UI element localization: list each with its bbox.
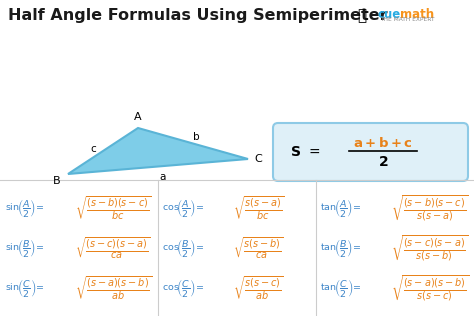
- Text: $\mathbf{2}$: $\mathbf{2}$: [378, 155, 388, 169]
- Text: $\sqrt{\dfrac{(s-b)(s-c)}{s(s-a)}}$: $\sqrt{\dfrac{(s-b)(s-c)}{s(s-a)}}$: [391, 193, 468, 223]
- Text: $\sqrt{\dfrac{(s-c)(s-a)}{s(s-b)}}$: $\sqrt{\dfrac{(s-c)(s-a)}{s(s-b)}}$: [391, 233, 468, 263]
- Text: $\sqrt{\dfrac{(s-a)(s-b)}{ab}}$: $\sqrt{\dfrac{(s-a)(s-b)}{ab}}$: [75, 274, 152, 302]
- Text: $\sqrt{\dfrac{(s-c)(s-a)}{ca}}$: $\sqrt{\dfrac{(s-c)(s-a)}{ca}}$: [75, 235, 151, 261]
- Text: $\sqrt{\dfrac{s(s-c)}{ab}}$: $\sqrt{\dfrac{s(s-c)}{ab}}$: [233, 274, 284, 302]
- Text: $\mathrm{tan}\!\left(\dfrac{A}{2}\right)\!=\,$: $\mathrm{tan}\!\left(\dfrac{A}{2}\right)…: [320, 197, 362, 219]
- Text: B: B: [54, 176, 61, 186]
- Text: cue: cue: [378, 8, 401, 21]
- Text: $\mathrm{sin}\!\left(\dfrac{B}{2}\right)\!=\,$: $\mathrm{sin}\!\left(\dfrac{B}{2}\right)…: [5, 237, 45, 259]
- Text: THE MATH EXPERT: THE MATH EXPERT: [380, 17, 435, 22]
- Text: $\mathbf{a + b + c}$: $\mathbf{a + b + c}$: [353, 136, 413, 150]
- Text: c: c: [90, 144, 96, 154]
- FancyBboxPatch shape: [273, 123, 468, 181]
- Text: C: C: [254, 154, 262, 164]
- Text: $\mathrm{tan}\!\left(\dfrac{B}{2}\right)\!=\,$: $\mathrm{tan}\!\left(\dfrac{B}{2}\right)…: [320, 237, 362, 259]
- Text: $\sqrt{\dfrac{s(s-b)}{ca}}$: $\sqrt{\dfrac{s(s-b)}{ca}}$: [233, 235, 284, 261]
- Text: $\mathrm{cos}\!\left(\dfrac{B}{2}\right)\!=\,$: $\mathrm{cos}\!\left(\dfrac{B}{2}\right)…: [162, 237, 204, 259]
- Text: $\mathrm{cos}\!\left(\dfrac{C}{2}\right)\!=\,$: $\mathrm{cos}\!\left(\dfrac{C}{2}\right)…: [162, 277, 204, 299]
- Text: $\sqrt{\dfrac{(s-a)(s-b)}{s(s-c)}}$: $\sqrt{\dfrac{(s-a)(s-b)}{s(s-c)}}$: [391, 273, 469, 303]
- Text: 🚀: 🚀: [357, 8, 366, 23]
- Text: b: b: [193, 131, 199, 142]
- Text: $\mathrm{sin}\!\left(\dfrac{A}{2}\right)\!=\,$: $\mathrm{sin}\!\left(\dfrac{A}{2}\right)…: [5, 197, 45, 219]
- Text: A: A: [134, 112, 142, 122]
- Text: Half Angle Formulas Using Semiperimeter: Half Angle Formulas Using Semiperimeter: [8, 8, 388, 23]
- Text: $\mathrm{tan}\!\left(\dfrac{C}{2}\right)\!=\,$: $\mathrm{tan}\!\left(\dfrac{C}{2}\right)…: [320, 277, 362, 299]
- Text: a: a: [160, 172, 166, 181]
- Text: $\mathrm{cos}\!\left(\dfrac{A}{2}\right)\!=\,$: $\mathrm{cos}\!\left(\dfrac{A}{2}\right)…: [162, 197, 204, 219]
- Text: $\mathbf{S}$  =: $\mathbf{S}$ =: [290, 145, 321, 159]
- Text: $\sqrt{\dfrac{s(s-a)}{bc}}$: $\sqrt{\dfrac{s(s-a)}{bc}}$: [233, 194, 284, 222]
- Text: math: math: [400, 8, 434, 21]
- Text: $\mathrm{sin}\!\left(\dfrac{C}{2}\right)\!=\,$: $\mathrm{sin}\!\left(\dfrac{C}{2}\right)…: [5, 277, 45, 299]
- Polygon shape: [68, 128, 248, 174]
- Text: $\sqrt{\dfrac{(s-b)(s-c)}{bc}}$: $\sqrt{\dfrac{(s-b)(s-c)}{bc}}$: [75, 194, 152, 222]
